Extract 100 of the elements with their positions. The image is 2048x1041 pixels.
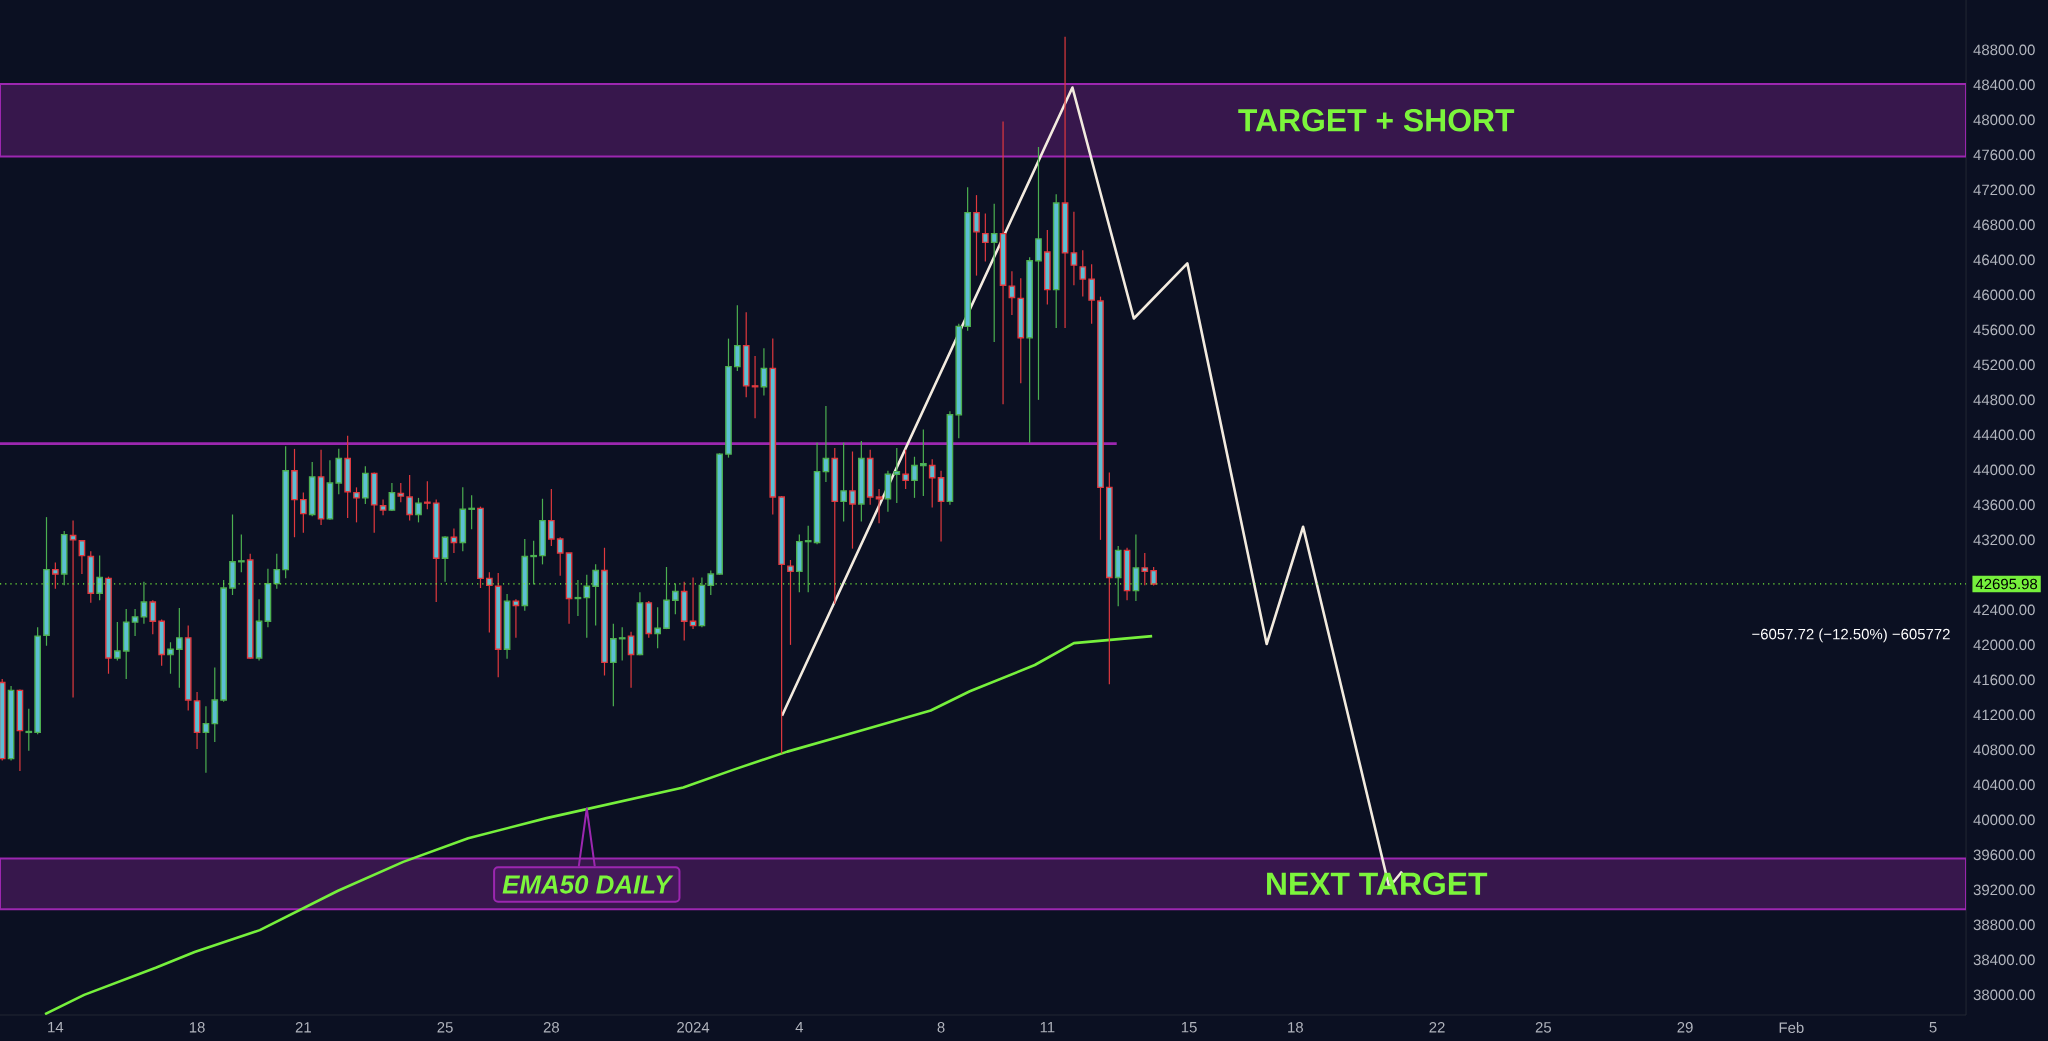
- candlestick: [69, 520, 77, 698]
- candlestick: [556, 536, 564, 577]
- x-tick-label: 5: [1929, 1022, 1937, 1033]
- y-tick-label: 38400.00: [1973, 954, 2035, 966]
- x-tick-label: 29: [1677, 1022, 1693, 1033]
- candlestick: [78, 540, 86, 575]
- candlestick: [1035, 146, 1042, 401]
- y-tick-label: 42000.00: [1973, 639, 2035, 651]
- x-tick-label: 8: [937, 1022, 945, 1033]
- y-tick-label: 38000.00: [1973, 989, 2035, 1001]
- band-label: TARGET + SHORT: [1238, 109, 1515, 132]
- y-tick-label: 43600.00: [1973, 499, 2035, 511]
- y-tick-label: 41600.00: [1973, 674, 2035, 686]
- x-tick-label: 2024: [677, 1022, 710, 1033]
- y-tick-label: 39600.00: [1973, 849, 2035, 861]
- candlestick: [1079, 249, 1087, 298]
- candlestick: [406, 474, 413, 522]
- candlestick: [1141, 552, 1149, 586]
- candlestick: [804, 525, 812, 593]
- candlestick: [114, 621, 121, 662]
- y-tick-label: 42400.00: [1973, 604, 2035, 616]
- y-tick-label: 44800.00: [1973, 394, 2035, 406]
- y-tick-label: 41200.00: [1973, 709, 2035, 721]
- candlestick: [654, 606, 661, 649]
- x-tick-label: 25: [437, 1022, 453, 1033]
- candlestick: [486, 571, 493, 634]
- y-tick-label: 46800.00: [1973, 219, 2035, 231]
- y-tick-label: 48800.00: [1973, 44, 2035, 56]
- y-tick-label: 40800.00: [1973, 744, 2035, 756]
- y-tick-label: 46400.00: [1973, 254, 2035, 266]
- candlestick: [902, 449, 909, 490]
- candlestick: [875, 488, 883, 524]
- x-tick-label: Feb: [1779, 1022, 1804, 1034]
- x-tick-label: 22: [1429, 1022, 1445, 1033]
- candlestick: [388, 482, 396, 512]
- candlestick: [990, 203, 998, 343]
- y-tick-label: 48400.00: [1973, 79, 2035, 91]
- candlestick: [176, 607, 183, 689]
- candlestick: [424, 480, 431, 510]
- candlestick: [211, 667, 219, 743]
- candlestick: [131, 608, 139, 637]
- x-tick-label: 18: [189, 1022, 205, 1033]
- x-tick-label: 14: [48, 1022, 64, 1033]
- band-label: NEXT TARGET: [1267, 872, 1488, 896]
- candlestick: [96, 555, 103, 601]
- candlestick: [893, 447, 901, 504]
- candlestick: [468, 494, 475, 530]
- candlestick: [548, 488, 555, 547]
- y-tick-label: 48000.00: [1973, 114, 2035, 126]
- x-tick-label: 21: [295, 1022, 311, 1033]
- candlestick: [610, 623, 617, 707]
- candlestick: [592, 563, 599, 627]
- candlestick: [981, 212, 989, 263]
- candlestick: [787, 559, 794, 646]
- y-tick-label: 40000.00: [1973, 814, 2035, 826]
- x-tick-label: 15: [1181, 1022, 1197, 1033]
- candlestick: [928, 458, 936, 509]
- y-tick-label: 46000.00: [1973, 289, 2035, 301]
- candlestick: [937, 470, 945, 543]
- candlestick: [300, 492, 307, 534]
- candlestick: [1070, 211, 1078, 286]
- x-tick-label: 25: [1535, 1022, 1552, 1033]
- candlestick: [52, 562, 59, 590]
- candlestick: [149, 599, 157, 635]
- candlestick: [618, 626, 626, 662]
- candlestick: [238, 534, 245, 573]
- candlestick: [273, 553, 281, 590]
- candlestick: [919, 429, 927, 497]
- candlestick: [25, 708, 33, 752]
- x-tick-label: 28: [543, 1022, 560, 1033]
- candlestick: [1008, 270, 1016, 316]
- y-tick-label: 45600.00: [1973, 324, 2035, 336]
- candlestick: [672, 583, 679, 615]
- candlestick: [512, 598, 520, 639]
- candlestick: [627, 631, 635, 689]
- candlestick: [1150, 566, 1157, 587]
- candlestick: [1088, 263, 1095, 325]
- annotation: EMA50 DAILY: [502, 875, 674, 894]
- candlestick: [379, 499, 387, 516]
- y-tick-label: 39200.00: [1973, 884, 2035, 896]
- y-tick-label: 40400.00: [1973, 779, 2035, 791]
- candlestick: [167, 641, 174, 675]
- candlestick: [202, 705, 210, 774]
- line-series: [43, 634, 1154, 1015]
- candlestick: [707, 569, 715, 596]
- y-tick-label: 43200.00: [1973, 534, 2035, 546]
- candlestick: [353, 486, 360, 523]
- candlestick: [574, 579, 582, 617]
- candlestick: [849, 450, 856, 550]
- x-tick-label: 11: [1040, 1022, 1055, 1033]
- candlestick: [583, 574, 591, 639]
- y-tick-label: 47200.00: [1973, 184, 2035, 196]
- candlestick: [751, 355, 759, 419]
- y-tick-label: 45200.00: [1973, 359, 2035, 371]
- candlestick: [734, 304, 741, 372]
- candlestick: [415, 497, 422, 523]
- candlestick: [530, 540, 537, 586]
- y-tick-label: 38800.00: [1973, 919, 2035, 931]
- x-tick-label: 18: [1288, 1022, 1303, 1033]
- y-tick-label: 47600.00: [1973, 149, 2035, 161]
